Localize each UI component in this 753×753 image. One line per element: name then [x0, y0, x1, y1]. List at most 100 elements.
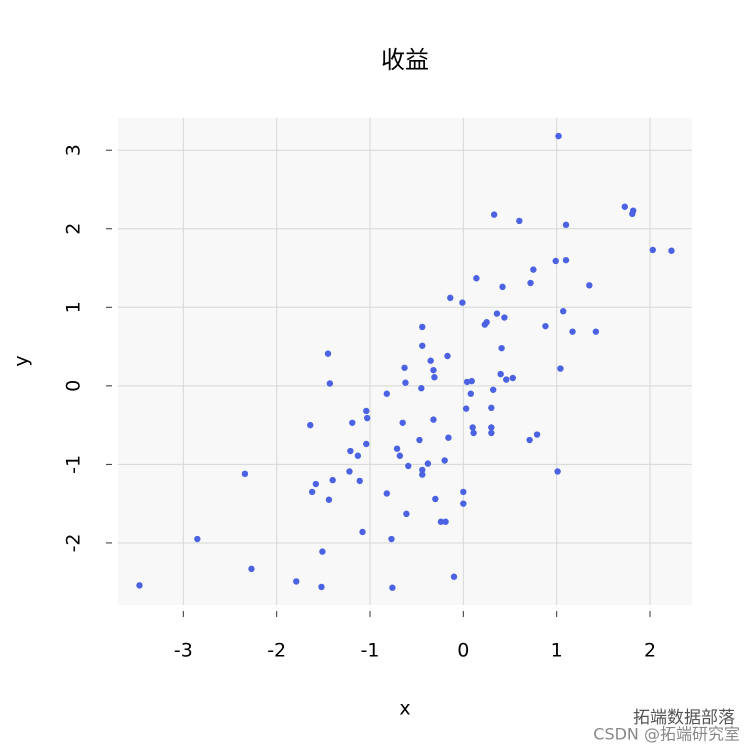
point: [403, 510, 410, 518]
point: [488, 429, 495, 437]
point: [308, 488, 316, 496]
point: [444, 352, 451, 360]
point: [319, 548, 326, 555]
point: [490, 211, 498, 218]
x-tick-label: 0: [457, 640, 469, 662]
point: [416, 436, 423, 444]
point: [562, 221, 570, 229]
point: [430, 416, 437, 423]
point: [468, 377, 475, 385]
point: [562, 256, 570, 264]
point: [470, 429, 477, 437]
point: [329, 476, 336, 484]
point: [248, 565, 255, 573]
point: [402, 379, 409, 386]
point: [569, 328, 576, 335]
point: [293, 578, 300, 585]
point: [526, 436, 533, 444]
point: [364, 414, 371, 422]
point: [325, 496, 333, 503]
point: [473, 275, 480, 282]
point: [447, 294, 454, 302]
point: [419, 342, 426, 349]
point: [649, 246, 656, 254]
point: [460, 500, 467, 507]
point: [530, 266, 537, 273]
point: [560, 308, 567, 315]
x-tick-label: -2: [267, 640, 286, 662]
point: [483, 319, 490, 326]
y-tick-label: 0: [63, 380, 85, 392]
point: [462, 405, 470, 412]
point: [450, 573, 458, 580]
x-tick-label: -3: [174, 640, 193, 662]
watermark-source: CSDN @拓端研究室: [593, 725, 740, 744]
point: [405, 462, 412, 470]
point: [509, 374, 516, 382]
point: [424, 460, 432, 467]
x-tick-label: 2: [644, 640, 656, 662]
point: [554, 468, 561, 475]
point: [527, 279, 534, 287]
y-tick-label: -1: [63, 455, 85, 474]
y-tick-label: 1: [63, 301, 85, 313]
point: [430, 366, 437, 374]
point: [497, 370, 504, 378]
point: [307, 421, 314, 429]
point: [490, 386, 497, 393]
point: [552, 257, 559, 265]
point: [347, 447, 354, 455]
point: [349, 419, 356, 426]
y-tick-label: 2: [63, 223, 85, 235]
point: [383, 490, 390, 497]
point: [419, 323, 426, 331]
point: [419, 466, 426, 474]
point: [542, 322, 549, 330]
y-axis-label: y: [11, 355, 33, 366]
point: [312, 480, 320, 488]
point: [630, 207, 637, 214]
point: [499, 283, 506, 291]
point: [441, 457, 448, 464]
point: [359, 528, 366, 536]
point: [437, 518, 445, 525]
point: [469, 424, 476, 431]
point: [363, 407, 370, 415]
point: [354, 452, 362, 459]
point: [136, 582, 143, 589]
point: [393, 445, 401, 452]
point: [467, 390, 474, 397]
point: [318, 583, 325, 591]
point: [488, 424, 495, 431]
point: [501, 314, 508, 321]
point: [356, 477, 363, 485]
chart-title: 收益: [381, 46, 429, 74]
point: [533, 431, 541, 438]
point: [388, 535, 395, 543]
point: [621, 203, 628, 210]
point: [516, 217, 523, 225]
point: [493, 310, 501, 317]
point: [383, 390, 390, 397]
point: [555, 132, 562, 140]
point: [399, 419, 406, 426]
watermark-account: 拓端数据部落: [633, 708, 735, 728]
point: [586, 282, 593, 289]
point: [445, 434, 452, 441]
x-tick-label: -1: [361, 640, 380, 662]
point: [326, 380, 334, 387]
point: [401, 364, 408, 371]
point: [668, 247, 675, 254]
point: [324, 350, 332, 357]
point: [241, 470, 249, 478]
point: [503, 376, 510, 383]
point: [488, 404, 495, 412]
point: [389, 584, 396, 591]
point: [363, 440, 370, 448]
point: [460, 488, 467, 496]
point: [431, 374, 438, 381]
point: [427, 357, 434, 364]
x-tick-label: 1: [551, 640, 563, 662]
point: [432, 495, 439, 503]
